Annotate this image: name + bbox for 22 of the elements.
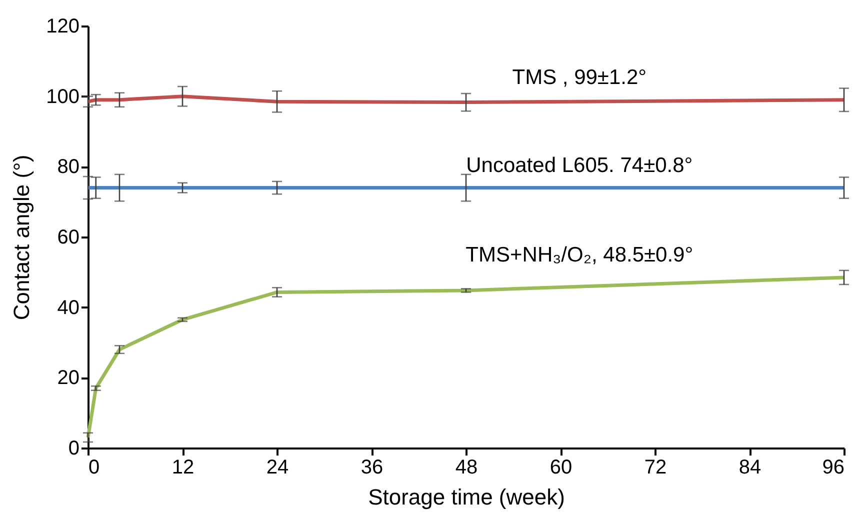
x-axis-title: Storage time (week): [368, 484, 565, 510]
y-tick-label: 120: [46, 16, 80, 38]
x-tick-label: 24: [266, 456, 289, 478]
series-label: Uncoated L605. 74±0.8°: [466, 154, 693, 177]
y-tick-label: 80: [57, 156, 80, 178]
x-tick-label: 48: [455, 456, 478, 478]
x-tick-label: 12: [172, 456, 194, 478]
x-tick-label: 36: [360, 456, 384, 478]
x-tick-label: 0: [88, 456, 100, 478]
y-tick-label: 20: [57, 367, 80, 390]
x-tick-label: 84: [738, 456, 762, 478]
y-tick-label: 60: [57, 226, 80, 248]
y-tick-label: 100: [46, 86, 80, 108]
series-label: TMS , 99±1.2°: [512, 66, 647, 89]
x-tick-label: 60: [550, 456, 572, 478]
x-tick-label: 96: [822, 456, 844, 478]
series-label: TMS+NH₃/O₂, 48.5±0.9°: [466, 243, 694, 266]
line-series: [86, 276, 846, 440]
y-tick-label: 40: [57, 296, 80, 319]
y-axis-title: Contact angle (°): [9, 154, 34, 320]
x-tick-label: 72: [644, 456, 667, 478]
y-tick-label: 0: [68, 438, 80, 460]
